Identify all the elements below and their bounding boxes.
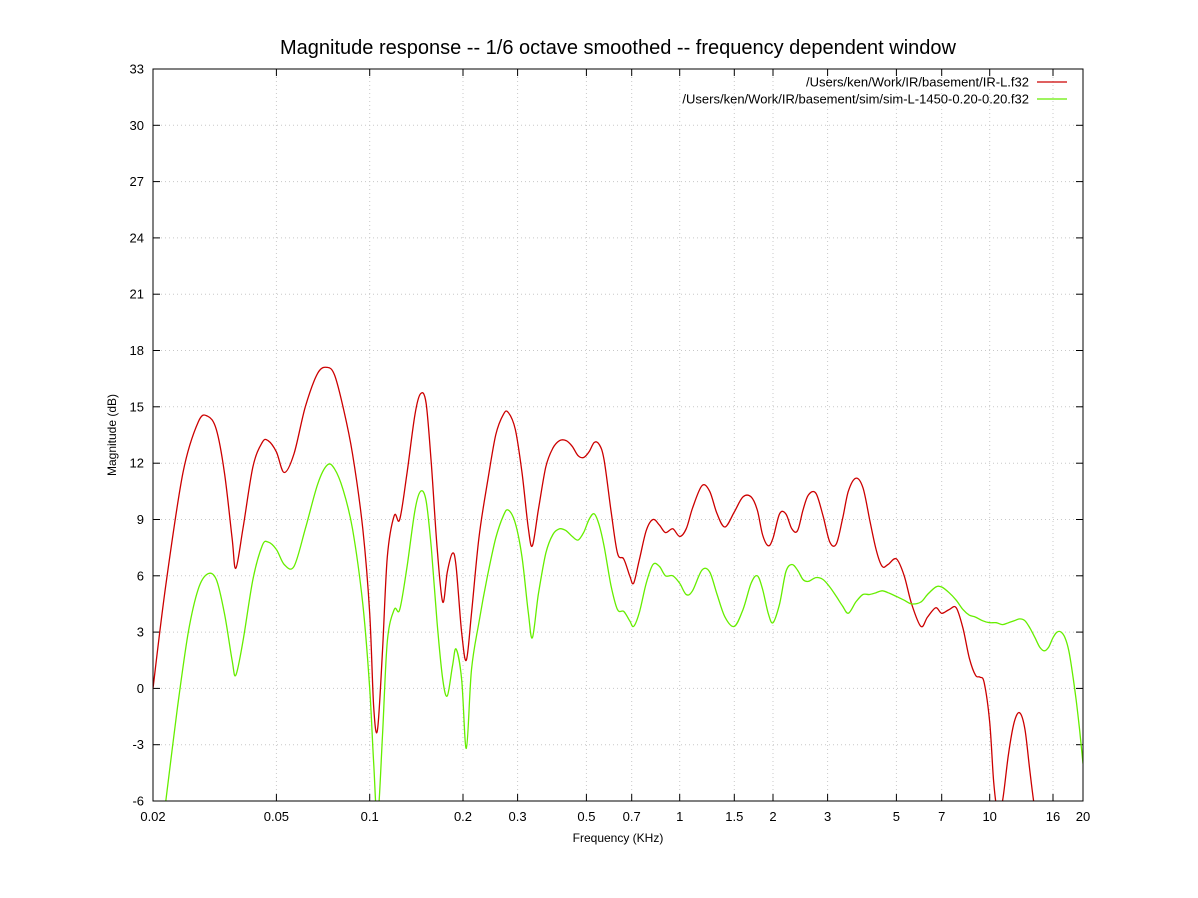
x-tick-label: 0.7 — [623, 809, 641, 824]
series-line-2 — [165, 463, 1083, 801]
x-tick-label: 1 — [676, 809, 683, 824]
legend-label-2: /Users/ken/Work/IR/basement/sim/sim-L-14… — [682, 92, 1029, 107]
x-tick-label: 20 — [1076, 809, 1090, 824]
y-tick-label: 0 — [137, 681, 144, 696]
y-tick-label: 24 — [130, 230, 144, 245]
grid — [152, 68, 1084, 802]
x-tick-label: 3 — [824, 809, 831, 824]
x-tick-label: 16 — [1046, 809, 1060, 824]
y-tick-label: 33 — [130, 62, 144, 77]
y-tick-label: 9 — [137, 512, 144, 527]
y-tick-label: 18 — [130, 343, 144, 358]
x-tick-label: 1.5 — [725, 809, 743, 824]
y-tick-label: 12 — [130, 456, 144, 471]
y-tick-label: 6 — [137, 568, 144, 583]
x-tick-label: 0.2 — [454, 809, 472, 824]
plot-frame — [152, 68, 1084, 802]
y-axis-label: Magnitude (dB) — [105, 394, 119, 476]
y-tick-label: -6 — [132, 794, 144, 809]
series-lines — [153, 366, 1083, 801]
x-tick-label: 7 — [938, 809, 945, 824]
y-tick-label: 21 — [130, 287, 144, 302]
chart-title: Magnitude response -- 1/6 octave smoothe… — [280, 37, 957, 59]
x-axis-label: Frequency (KHz) — [573, 831, 664, 845]
y-tick-label: 27 — [130, 174, 144, 189]
x-tick-label: 0.5 — [577, 809, 595, 824]
y-tick-label: -3 — [132, 737, 144, 752]
y-tick-label: 3 — [137, 625, 144, 640]
x-tick-label: 0.1 — [361, 809, 379, 824]
x-tick-label: 0.02 — [140, 809, 165, 824]
y-tick-label: 15 — [130, 399, 144, 414]
legend-label-1: /Users/ken/Work/IR/basement/IR-L.f32 — [806, 75, 1029, 90]
axis-ticks: 0.02 0.05 0.1 0.2 0.3 0.5 0.7 1 1.5 2 3 5 7 10 16 20 -6 -… — [130, 62, 1091, 825]
x-tick-label: 0.3 — [509, 809, 527, 824]
x-tick-label: 0.05 — [264, 809, 289, 824]
x-tick-label: 5 — [893, 809, 900, 824]
series-line-1 — [153, 366, 1035, 801]
legend: /Users/ken/Work/IR/basement/IR-L.f32/Use… — [682, 75, 1067, 107]
x-tick-label: 10 — [982, 809, 996, 824]
y-tick-label: 30 — [130, 118, 144, 133]
x-tick-label: 2 — [769, 809, 776, 824]
